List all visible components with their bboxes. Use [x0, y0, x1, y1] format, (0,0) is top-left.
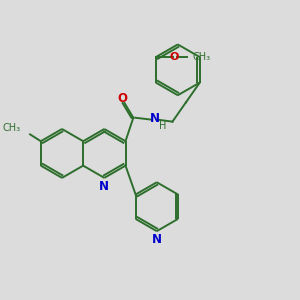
Text: H: H: [159, 121, 166, 130]
Text: N: N: [150, 112, 160, 125]
Text: O: O: [118, 92, 128, 105]
Text: N: N: [152, 233, 162, 246]
Text: CH₃: CH₃: [2, 124, 20, 134]
Text: O: O: [170, 52, 179, 62]
Text: CH₃: CH₃: [193, 52, 211, 62]
Text: N: N: [99, 180, 109, 193]
